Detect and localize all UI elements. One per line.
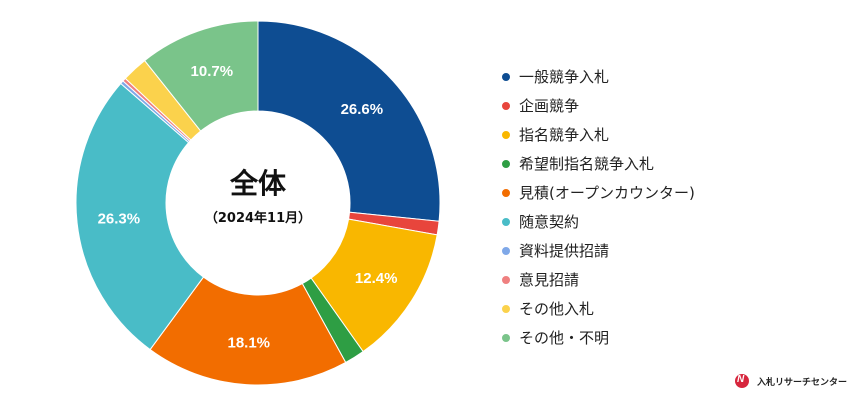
chart-subtitle: （2024年11月） — [205, 210, 311, 226]
legend-item: 指名競争入札 — [502, 120, 695, 149]
legend-swatch — [502, 130, 510, 139]
brand-name: 入札リサーチセンター — [757, 377, 848, 388]
legend-label: 見積(オープンカウンター) — [519, 184, 695, 202]
slice-5-label: 18.1% — [227, 335, 270, 352]
legend-swatch — [502, 217, 510, 226]
legend-label: 希望制指名競争入札 — [519, 155, 655, 173]
legend-label: 資料提供招請 — [519, 242, 610, 260]
brand-logo: N 入札リサーチセンター — [735, 374, 847, 388]
legend-swatch — [502, 72, 510, 81]
legend-label: 一般競争入札 — [519, 68, 610, 86]
slice-6-label: 26.3% — [98, 210, 141, 227]
legend-label: その他・不明 — [519, 329, 610, 347]
legend-item: 随意契約 — [502, 207, 695, 236]
legend-item: 企画競争 — [502, 91, 695, 120]
legend-swatch — [502, 333, 510, 342]
donut-slices — [75, 20, 441, 386]
donut-hole — [166, 111, 350, 295]
legend-item: その他入札 — [502, 294, 695, 323]
legend-item: 一般競争入札 — [502, 62, 695, 91]
legend-label: その他入札 — [519, 300, 595, 318]
legend-swatch — [502, 246, 510, 255]
legend-item: その他・不明 — [502, 323, 695, 352]
legend-swatch — [502, 188, 510, 197]
legend-label: 指名競争入札 — [519, 126, 610, 144]
legend-label: 随意契約 — [519, 213, 580, 231]
legend-label: 意見招請 — [519, 271, 580, 289]
brand-mark-icon: N — [735, 374, 753, 388]
legend-item: 見積(オープンカウンター) — [502, 178, 695, 207]
legend-label: 企画競争 — [519, 97, 580, 115]
legend-item: 希望制指名競争入札 — [502, 149, 695, 178]
slice-3-label: 12.4% — [355, 270, 398, 287]
chart-title: 全体 — [229, 167, 287, 200]
legend-item: 資料提供招請 — [502, 236, 695, 265]
legend-swatch — [502, 101, 510, 110]
legend-swatch — [502, 159, 510, 168]
donut-chart: 26.6% 12.4% 18.1% 26.3% 10.7% 全体 （2024年11月） — [75, 20, 441, 386]
legend-item: 意見招請 — [502, 265, 695, 294]
slice-1-label: 26.6% — [341, 101, 384, 118]
slice-labels: 26.6% 12.4% 18.1% 26.3% 10.7% — [98, 63, 398, 352]
slice-10-label: 10.7% — [191, 63, 234, 80]
legend-swatch — [502, 275, 510, 284]
legend: 一般競争入札 企画競争指名競争入札希望制指名競争入札見積(オープンカウンター) 随意… — [502, 62, 695, 352]
legend-swatch — [502, 304, 510, 313]
